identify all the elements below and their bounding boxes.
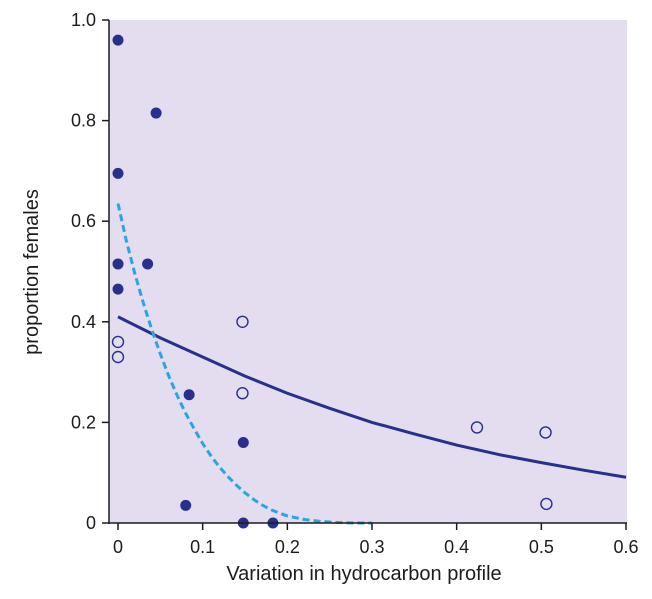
x-tick-label: 0.4 xyxy=(444,537,469,557)
filled-data-point xyxy=(180,499,192,511)
y-tick-label: 1.0 xyxy=(71,10,96,30)
data-points xyxy=(111,34,553,529)
filled-data-point xyxy=(237,437,249,449)
open-data-point xyxy=(236,387,249,400)
open-data-point xyxy=(111,350,125,364)
x-tick-label: 0 xyxy=(113,537,123,557)
y-tick-label: 0 xyxy=(86,513,96,533)
open-data-point xyxy=(539,426,552,439)
filled-data-point xyxy=(150,107,162,119)
open-data-point xyxy=(236,315,249,328)
open-data-point xyxy=(470,421,484,434)
filled-data-point xyxy=(112,167,124,179)
y-tick-label: 0.4 xyxy=(71,312,96,332)
x-tick-label: 0.2 xyxy=(275,537,300,557)
x-axis-title: Variation in hydrocarbon profile xyxy=(226,563,501,585)
plot-area xyxy=(109,20,627,523)
y-tick-label: 0.8 xyxy=(71,111,96,131)
x-tick-label: 0.1 xyxy=(190,537,215,557)
filled-data-point xyxy=(112,34,124,46)
dashed-fit-curve xyxy=(116,203,372,525)
x-tick-label: 0.6 xyxy=(613,537,638,557)
filled-data-point xyxy=(112,258,124,270)
filled-data-point xyxy=(112,283,124,295)
filled-data-point xyxy=(142,258,154,270)
y-tick-label: 0.6 xyxy=(71,211,96,231)
axes xyxy=(102,19,627,530)
filled-data-point xyxy=(183,389,195,401)
y-tick-label: 0.2 xyxy=(71,412,96,432)
open-data-point xyxy=(111,335,125,349)
open-data-point xyxy=(540,497,553,511)
x-tick-label: 0.3 xyxy=(359,537,384,557)
x-tick-label: 0.5 xyxy=(529,537,554,557)
fit-curves xyxy=(116,203,627,525)
y-axis-title: proportion females xyxy=(21,189,43,355)
tick-labels: 0 0.1 0.2 0.3 0.4 0.5 0.6 0 0.2 0.4 0.6 0.8 1.0 xyxy=(71,10,639,557)
solid-fit-curve xyxy=(117,315,627,479)
